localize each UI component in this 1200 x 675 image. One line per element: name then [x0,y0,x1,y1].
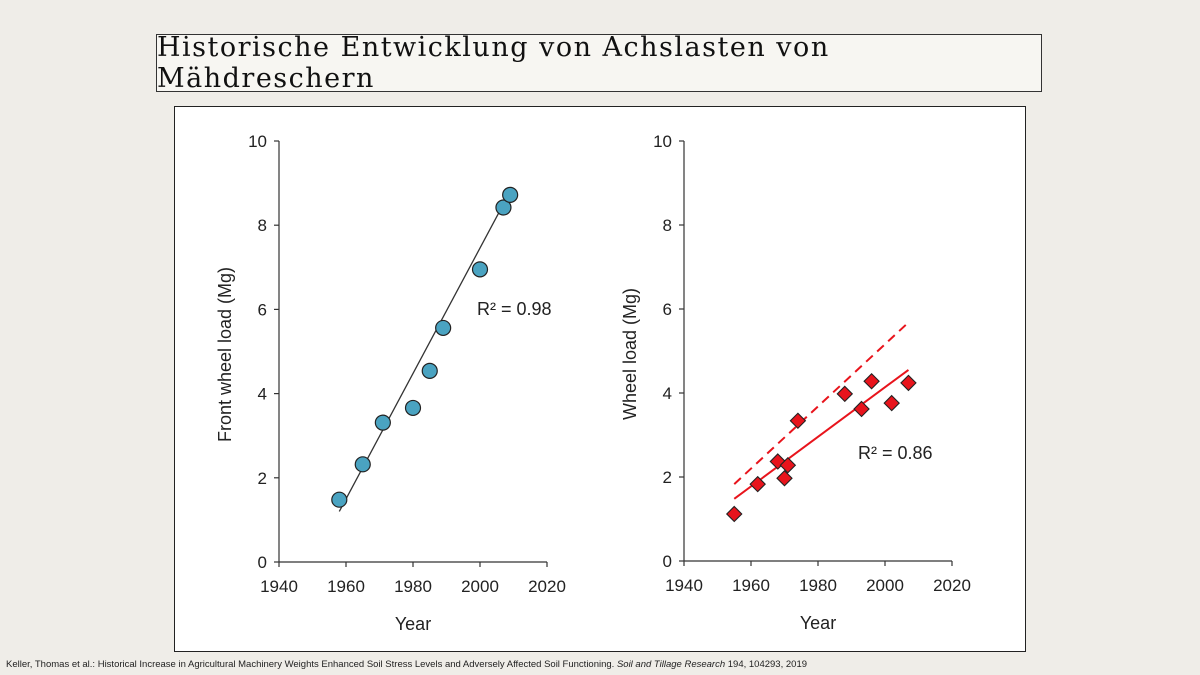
left-y-axis-label: Front wheel load (Mg) [215,267,235,442]
right-y-tick-label: 4 [663,384,672,403]
left-y-tick-label: 6 [258,300,267,319]
left-data-point [495,199,512,216]
right-data-point [779,456,797,474]
left-y-tick-label: 4 [258,385,267,404]
figure-panel: 0 2 4 6 8 10 1940 1960 1980 2000 2020 Year Front whe… [174,106,1026,652]
left-x-axis-label: Year [395,614,431,634]
left-x-tick-label: 1960 [327,577,365,596]
right-x-tick-label: 1980 [799,576,837,595]
right-chart: 0 2 4 6 8 10 1940 1960 1980 2000 2020 Year Wheel loa… [620,132,971,633]
right-data-point [776,469,793,487]
right-data-point [725,505,743,523]
right-x-tick-label: 1940 [665,576,703,595]
left-data-point [502,186,519,203]
right-data-point [789,412,807,429]
left-data-point [374,414,391,431]
right-y-tick-label: 8 [663,216,672,235]
left-data-point [421,362,438,379]
slide-title-box: Historische Entwicklung von Achslasten v… [156,32,1042,94]
citation-text: Keller, Thomas et al.: Historical Increa… [6,659,617,670]
right-data-point [853,400,870,418]
right-y-axis-label: Wheel load (Mg) [620,288,640,420]
citation: Keller, Thomas et al.: Historical Increa… [6,659,807,670]
right-y-tick-label: 6 [663,300,672,319]
right-x-tick-label: 2000 [866,576,904,595]
right-y-tick-label: 2 [663,468,672,487]
left-x-tick-label: 2000 [461,577,499,596]
left-y-tick-label: 2 [258,469,267,488]
right-x-tick-label: 1960 [732,576,770,595]
left-y-tick-label: 8 [258,216,267,235]
left-x-tick-label: 1980 [394,577,432,596]
right-data-point [900,374,917,392]
right-x-axis-label: Year [800,613,836,633]
right-y-tick-label: 0 [663,552,672,571]
right-trendline-solid [733,369,910,500]
left-r-squared-label: R² = 0.98 [477,299,552,319]
citation-journal: Soil and Tillage Research [616,659,726,670]
right-data-point [836,385,854,403]
left-x-tick-label: 1940 [260,577,298,596]
right-data-point [749,475,766,493]
right-data-point [863,372,880,390]
citation-details: 194, 104293, 2019 [725,659,808,670]
left-data-point [331,491,348,508]
left-data-point [471,261,489,278]
charts-svg: 0 2 4 6 8 10 1940 1960 1980 2000 2020 Year Front whe… [215,132,971,634]
left-x-tick-label: 2020 [528,577,566,596]
right-x-tick-label: 2020 [933,576,971,595]
right-y-tick-label: 10 [653,132,672,151]
slide-title: Historische Entwicklung von Achslasten v… [157,32,830,94]
right-trendline-dashed [733,321,910,485]
left-y-tick-label: 10 [248,132,267,151]
left-y-tick-label: 0 [258,553,267,572]
left-data-point [404,399,422,417]
left-chart: 0 2 4 6 8 10 1940 1960 1980 2000 2020 Year Front whe… [215,132,566,634]
left-data-point [435,319,452,337]
right-data-point [883,394,900,412]
left-data-point [354,456,371,473]
right-r-squared-label: R² = 0.86 [858,443,933,463]
